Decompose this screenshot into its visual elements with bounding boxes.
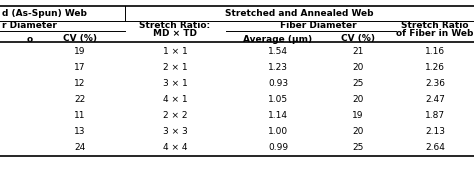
Text: 2.47: 2.47 <box>425 96 445 105</box>
Text: 20: 20 <box>352 96 364 105</box>
Text: 1.16: 1.16 <box>425 48 445 57</box>
Text: 25: 25 <box>352 80 364 89</box>
Text: 24: 24 <box>74 143 86 152</box>
Text: Average (µm): Average (µm) <box>244 35 312 44</box>
Text: Stretch Ratio:: Stretch Ratio: <box>139 21 210 30</box>
Text: 19: 19 <box>74 48 86 57</box>
Text: 1.26: 1.26 <box>425 64 445 73</box>
Text: 2.13: 2.13 <box>425 127 445 136</box>
Text: 1.05: 1.05 <box>268 96 288 105</box>
Text: 12: 12 <box>74 80 86 89</box>
Text: d (As-Spun) Web: d (As-Spun) Web <box>2 8 87 17</box>
Text: 4 × 4: 4 × 4 <box>163 143 187 152</box>
Text: Fiber Diameter: Fiber Diameter <box>280 21 356 30</box>
Text: o: o <box>27 35 33 44</box>
Text: 0.93: 0.93 <box>268 80 288 89</box>
Text: 1.23: 1.23 <box>268 64 288 73</box>
Text: CV (%): CV (%) <box>341 35 375 44</box>
Text: 19: 19 <box>352 111 364 120</box>
Text: r Diameter: r Diameter <box>2 21 57 30</box>
Text: 2.64: 2.64 <box>425 143 445 152</box>
Text: 0.99: 0.99 <box>268 143 288 152</box>
Text: 22: 22 <box>74 96 86 105</box>
Text: Stretch Ratio: Stretch Ratio <box>401 21 469 30</box>
Text: 20: 20 <box>352 127 364 136</box>
Text: 1.00: 1.00 <box>268 127 288 136</box>
Text: 2 × 2: 2 × 2 <box>163 111 187 120</box>
Text: 21: 21 <box>352 48 364 57</box>
Text: 2 × 1: 2 × 1 <box>163 64 187 73</box>
Text: MD × TD: MD × TD <box>153 30 197 39</box>
Text: 2.36: 2.36 <box>425 80 445 89</box>
Text: 25: 25 <box>352 143 364 152</box>
Text: 20: 20 <box>352 64 364 73</box>
Text: 3 × 3: 3 × 3 <box>163 127 187 136</box>
Text: of Fiber in Web: of Fiber in Web <box>396 30 474 39</box>
Text: 4 × 1: 4 × 1 <box>163 96 187 105</box>
Text: 1.87: 1.87 <box>425 111 445 120</box>
Text: 1.54: 1.54 <box>268 48 288 57</box>
Text: 1 × 1: 1 × 1 <box>163 48 187 57</box>
Text: 17: 17 <box>74 64 86 73</box>
Text: 11: 11 <box>74 111 86 120</box>
Text: 13: 13 <box>74 127 86 136</box>
Text: 3 × 1: 3 × 1 <box>163 80 187 89</box>
Text: 1.14: 1.14 <box>268 111 288 120</box>
Text: Stretched and Annealed Web: Stretched and Annealed Web <box>225 8 374 17</box>
Text: CV (%): CV (%) <box>63 35 97 44</box>
